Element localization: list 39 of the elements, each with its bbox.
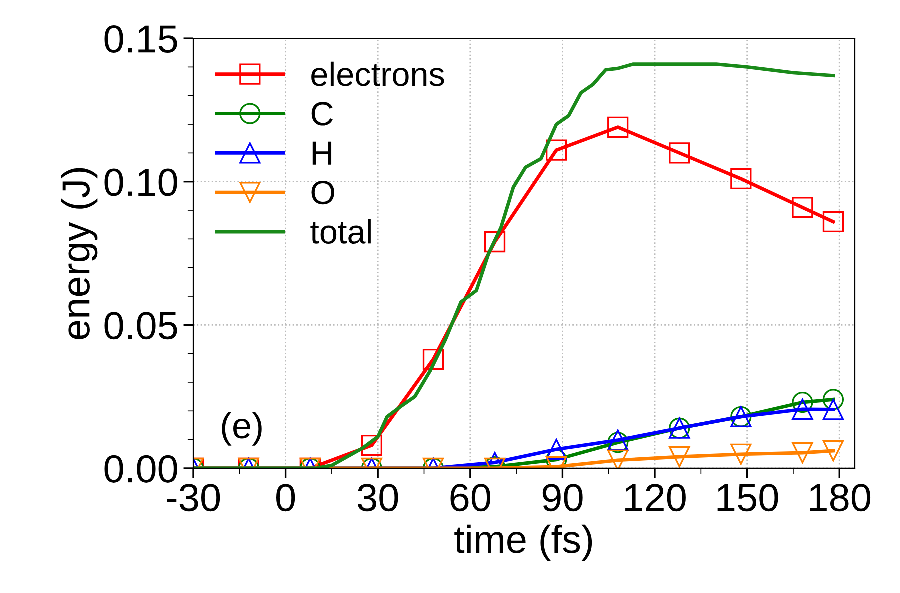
x-tick-label: 0 — [276, 484, 296, 512]
point — [422, 349, 444, 370]
legend-label: H — [312, 142, 332, 165]
y-tick-label: 0.00 — [104, 455, 178, 483]
y-axis-title: energy (J) — [61, 168, 98, 340]
point — [608, 116, 629, 138]
point — [822, 440, 844, 462]
point — [792, 197, 814, 218]
x-tick-label: 180 — [810, 484, 871, 512]
point — [792, 392, 814, 414]
point — [669, 446, 690, 468]
point — [822, 211, 844, 233]
annotation: (e) — [222, 412, 262, 446]
x-tick-label: -30 — [167, 484, 220, 512]
point — [608, 450, 629, 468]
point — [484, 231, 506, 253]
legend-label: total — [310, 220, 371, 244]
point — [546, 140, 568, 161]
point — [792, 442, 814, 464]
point — [822, 399, 844, 420]
x-tick-label: 150 — [718, 484, 778, 512]
point — [730, 444, 752, 465]
legend-label: C — [312, 102, 333, 126]
point — [730, 168, 752, 190]
y-tick-label: 0.10 — [104, 168, 178, 196]
y-tick-label: 0.15 — [104, 25, 178, 54]
point — [792, 398, 814, 420]
x-tick-label: 30 — [358, 484, 398, 512]
x-tick-label: 90 — [542, 484, 583, 512]
x-tick-label: 120 — [626, 484, 686, 512]
point — [361, 434, 383, 456]
legend-label: electrons — [312, 62, 444, 86]
x-axis-title: time (fs) — [454, 524, 592, 562]
point — [822, 389, 844, 410]
point — [669, 142, 690, 164]
y-tick-label: 0.05 — [104, 312, 178, 340]
point — [546, 438, 568, 460]
legend-label: O — [312, 180, 334, 205]
x-tick-label: 60 — [450, 484, 491, 512]
